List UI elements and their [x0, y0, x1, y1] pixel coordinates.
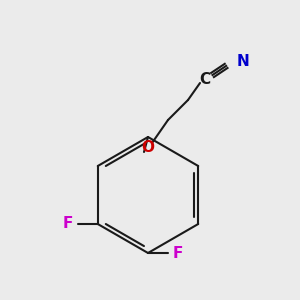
Text: N: N [237, 55, 250, 70]
Text: F: F [62, 217, 73, 232]
Text: C: C [200, 73, 211, 88]
Text: O: O [142, 140, 154, 155]
Text: F: F [173, 245, 183, 260]
